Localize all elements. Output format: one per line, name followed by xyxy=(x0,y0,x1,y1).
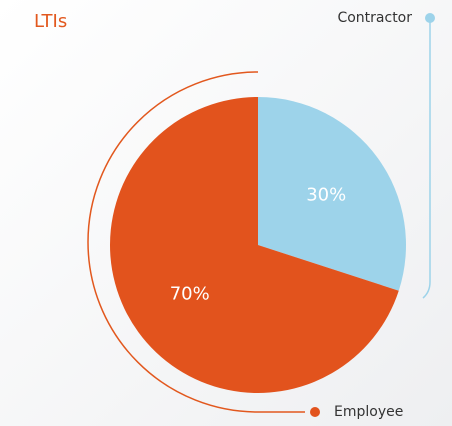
legend-marker xyxy=(310,407,320,417)
data-label: 70% xyxy=(170,284,210,305)
chart-title: LTIs xyxy=(34,11,67,32)
decor-arc xyxy=(87,71,305,413)
data-label: 30% xyxy=(306,184,346,205)
legend-label: Contractor xyxy=(337,10,412,26)
legend-marker xyxy=(425,13,435,23)
decor-line xyxy=(422,18,431,299)
pie-slice xyxy=(110,97,399,393)
pie-slice xyxy=(258,97,407,291)
legend-label: Employee xyxy=(334,404,403,420)
